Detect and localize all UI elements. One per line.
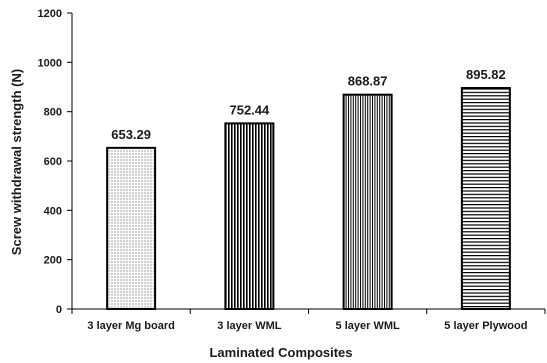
bar-data-label: 895.82	[466, 67, 506, 82]
x-axis-ticks: 3 layer Mg board 3 layer WML 5 layer WML 5 …	[71, 309, 546, 332]
x-tick-label: 3 layer Mg board	[87, 320, 174, 332]
y-tick-label: 1200	[38, 8, 62, 20]
y-tick-label: 400	[44, 205, 62, 217]
y-tick-label: 200	[44, 255, 62, 267]
y-axis-title: Screw withdrawal strength (N)	[9, 69, 24, 255]
bars: 653.29 752.44 868.87 895.82	[106, 67, 511, 311]
bar	[342, 93, 393, 311]
y-tick-label: 600	[44, 156, 62, 168]
x-axis-title: Laminated Composites	[209, 345, 352, 360]
x-tick-label: 5 layer Plywood	[444, 320, 527, 332]
y-tick-label: 0	[56, 304, 62, 316]
bar-data-label: 653.29	[111, 127, 151, 142]
bar	[224, 122, 275, 310]
x-tick-label: 3 layer WML	[217, 320, 281, 332]
bar	[460, 87, 511, 310]
bar-data-label: 752.44	[229, 102, 270, 117]
x-tick-label: 5 layer WML	[336, 320, 400, 332]
y-tick-label: 800	[44, 107, 62, 119]
bar	[106, 146, 157, 310]
y-axis-ticks: 0 200 400 600 800 1000 1200	[38, 8, 72, 316]
y-tick-label: 1000	[38, 57, 62, 69]
bar-data-label: 868.87	[348, 74, 388, 89]
